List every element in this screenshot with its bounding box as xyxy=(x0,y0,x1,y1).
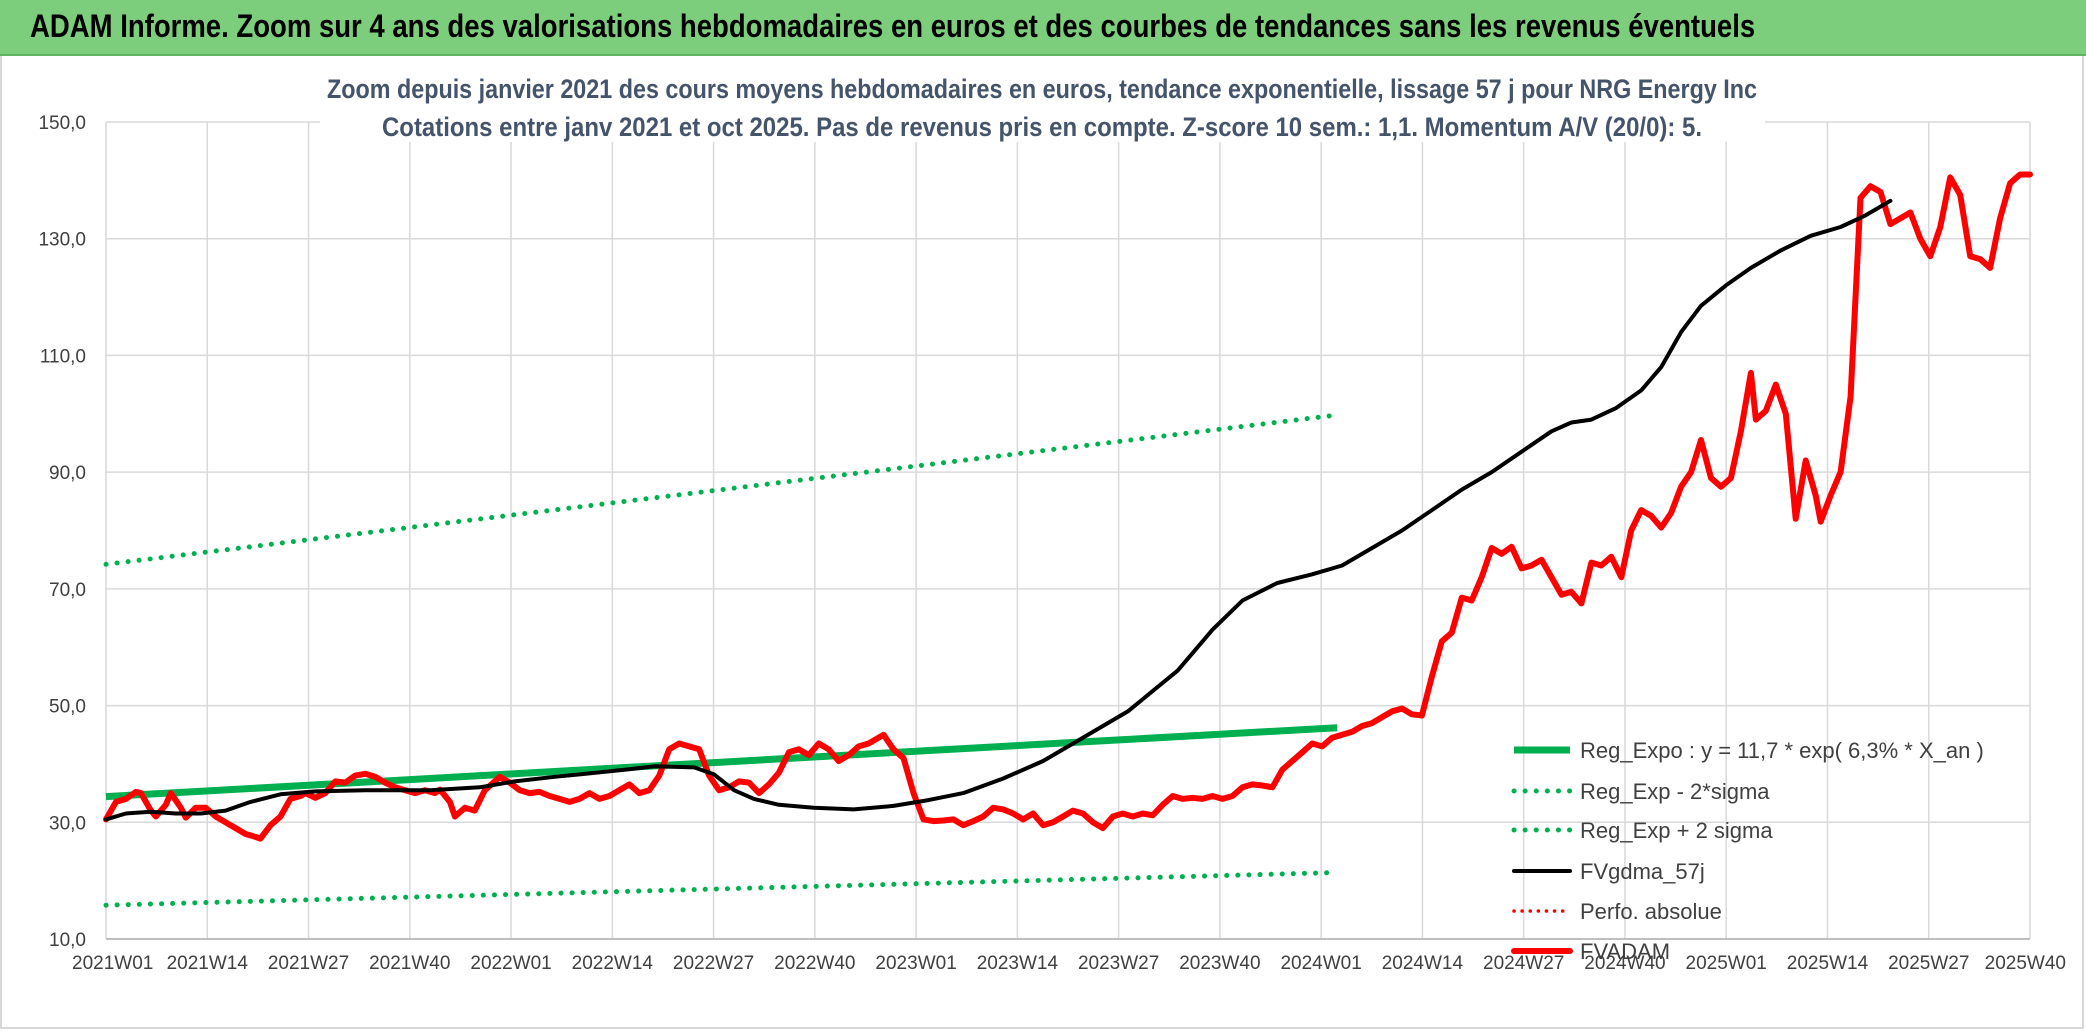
legend-label: FVADAM xyxy=(1580,939,1670,964)
subtitle-background xyxy=(320,60,1765,142)
y-tick-label: 110,0 xyxy=(40,346,86,367)
legend-label: Reg_Exp - 2*sigma xyxy=(1580,779,1770,804)
chart-svg: 150,0130,0110,090,070,050,030,010,02021W… xyxy=(38,60,2066,974)
chart-frame: 150,0 130,0 110,0 90,0 70,0 50,0 30,0 10,0 2021W… xyxy=(0,56,2084,1029)
x-tick-label: 2025W01 xyxy=(1686,953,1767,974)
x-tick-label: 2022W14 xyxy=(572,953,654,974)
x-tick-label: 2024W40 xyxy=(1584,953,1665,974)
x-tick-label: 2024W01 xyxy=(1280,953,1361,974)
x-tick-label: 2022W01 xyxy=(470,953,551,974)
x-tick-label: 2024W14 xyxy=(1382,953,1464,974)
x-tick-label: 2022W27 xyxy=(673,953,754,974)
x-tick-label: 2025W40 xyxy=(1985,953,2066,974)
x-tick-label: 2021W01 xyxy=(72,953,153,974)
x-tick-label: 2025W27 xyxy=(1888,953,1969,974)
x-tick-label: 2021W14 xyxy=(167,953,249,974)
y-tick-label: 130,0 xyxy=(38,230,86,251)
legend-label: Perfo. absolue xyxy=(1580,899,1722,924)
y-tick-label: 10,0 xyxy=(49,930,86,951)
x-tick-label: 2021W27 xyxy=(268,953,349,974)
subtitle-line-2: Cotations entre janv 2021 et oct 2025. P… xyxy=(382,112,1702,142)
x-tick-label: 2023W27 xyxy=(1078,953,1159,974)
x-tick-label: 2021W40 xyxy=(369,953,450,974)
series-line-fvgdma-57j xyxy=(104,198,1893,822)
legend: Reg_Expo : y = 11,7 * exp( 6,3% * X_an )… xyxy=(1511,738,1984,964)
axes: 150,0130,0110,090,070,050,030,010,02021W… xyxy=(38,113,2066,974)
series-line-reg-exp-2-sigma xyxy=(103,870,1340,908)
report-banner: ADAM Informe. Zoom sur 4 ans des valoris… xyxy=(0,0,2086,56)
y-tick-label: 50,0 xyxy=(49,697,86,718)
x-tick-label: 2023W40 xyxy=(1179,953,1260,974)
series-line-reg-expo xyxy=(105,724,1338,801)
grid xyxy=(105,121,2031,940)
x-tick-label: 2023W01 xyxy=(875,953,956,974)
subtitle-line-1: Zoom depuis janvier 2021 des cours moyen… xyxy=(327,74,1757,104)
y-tick-label: 30,0 xyxy=(49,813,86,834)
y-tick-label: 70,0 xyxy=(49,580,86,601)
chart-subtitle: Zoom depuis janvier 2021 des cours moyen… xyxy=(320,60,1765,142)
x-tick-label: 2025W14 xyxy=(1787,953,1869,974)
y-tick-label: 150,0 xyxy=(38,113,86,134)
legend-label: FVgdma_57j xyxy=(1580,859,1705,884)
x-tick-label: 2022W40 xyxy=(774,953,855,974)
x-tick-label: 2024W27 xyxy=(1483,953,1564,974)
y-tick-label: 90,0 xyxy=(49,463,86,484)
x-tick-label: 2023W14 xyxy=(977,953,1059,974)
series-layer xyxy=(103,171,2033,908)
series-line-reg-exp-2-sigma xyxy=(103,412,1340,567)
report-title: ADAM Informe. Zoom sur 4 ans des valoris… xyxy=(30,8,1756,44)
legend-label: Reg_Exp + 2 sigma xyxy=(1580,818,1773,843)
legend-label: Reg_Expo : y = 11,7 * exp( 6,3% * X_an ) xyxy=(1580,738,1984,763)
